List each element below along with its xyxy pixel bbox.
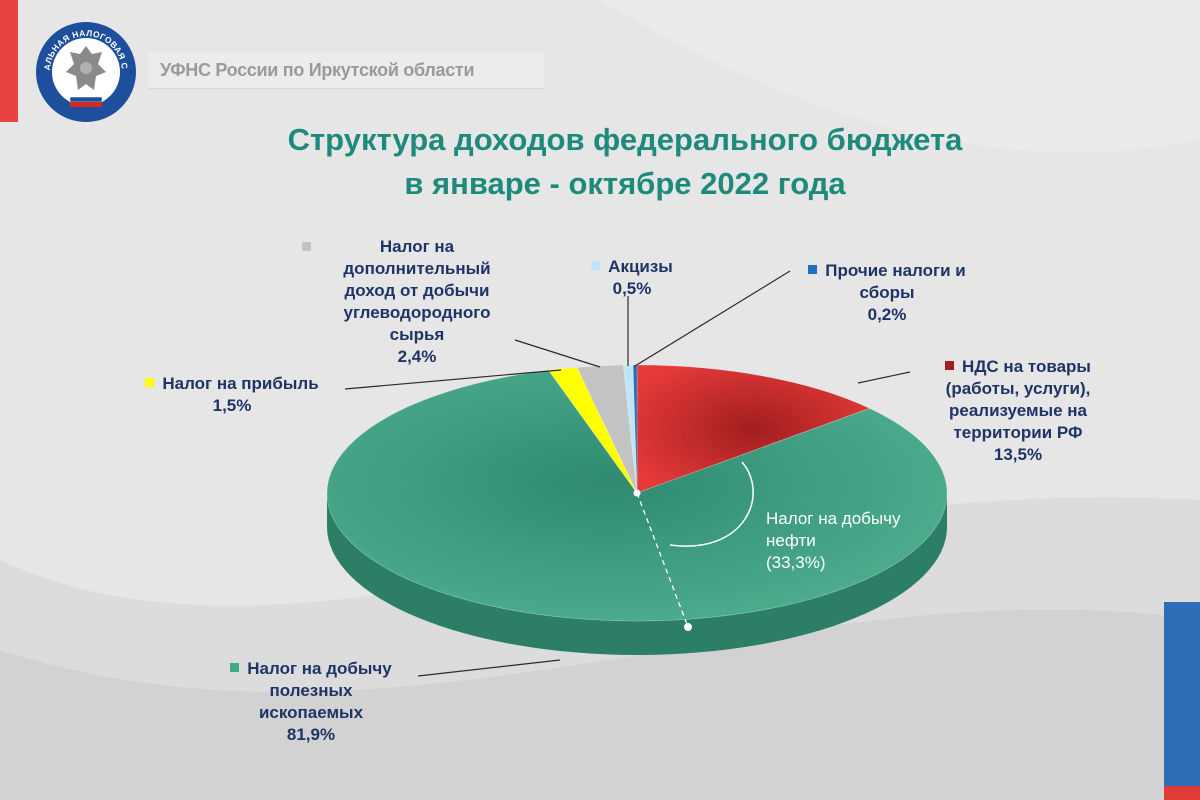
label-ndd-line3: доход от добычи	[344, 281, 490, 300]
pie-slice-0	[636, 364, 871, 494]
leader-line-5	[417, 659, 561, 677]
label-pribyl-value: 1,5%	[212, 396, 252, 415]
oil-tax-divider	[636, 492, 689, 628]
label-ndd-value: 2,4%	[397, 347, 437, 366]
right-accent-bar-blue	[1164, 602, 1200, 800]
label-akcizy-name: Акцизы	[608, 257, 673, 276]
left-accent-bar	[0, 0, 18, 122]
label-nds-line4: территории РФ	[953, 423, 1083, 442]
legend-swatch-ndpi	[230, 663, 240, 672]
label-ndd: Налог на дополнительный доход от добычи …	[292, 236, 542, 368]
leader-line-3	[857, 371, 911, 384]
pie-side-1-0	[327, 493, 947, 655]
label-ndd-line5: сырья	[389, 325, 445, 344]
label-nds-value: 13,5%	[993, 445, 1043, 464]
label-nds-line1: НДС на товары	[962, 357, 1091, 376]
annotation-oil-tax: Налог на добычу нефти (33,3%)	[766, 508, 900, 574]
label-ndd-line1: Налог на	[379, 237, 455, 256]
fns-emblem-icon: ФЕДЕРАЛЬНАЯ НАЛОГОВАЯ СЛУЖБА	[34, 20, 136, 122]
label-prochie-line1: Прочие налоги и	[825, 261, 966, 280]
chart-title-line1: Структура доходов федерального бюджета	[287, 122, 963, 157]
leader-line-4	[344, 369, 562, 390]
label-nds-line2: (работы, услуги),	[945, 379, 1091, 398]
label-nds: НДС на товары (работы, услуги), реализуе…	[905, 356, 1131, 466]
pie-slice-3	[576, 364, 638, 494]
chart-title: Структура доходов федерального бюджета в…	[150, 118, 1100, 206]
pie-center-dot	[633, 489, 641, 497]
label-ndpi: Налог на добычу полезных ископаемых 81,9…	[196, 658, 426, 746]
annotation-line3: (33,3%)	[766, 553, 826, 572]
label-ndd-line4: углеводородного	[343, 303, 491, 322]
label-akcizy-value: 0,5%	[612, 279, 652, 298]
oil-tax-arc	[669, 461, 754, 547]
label-prochie: Прочие налоги и сборы 0,2%	[782, 260, 992, 326]
oil-tax-end-dot	[684, 623, 692, 631]
header-bar: УФНС России по Иркутской области	[148, 52, 544, 89]
label-pribyl: Налог на прибыль 1,5%	[112, 373, 352, 417]
legend-swatch-nds	[945, 361, 955, 370]
pie-slice-2	[548, 367, 638, 494]
label-prochie-line2: сборы	[859, 283, 915, 302]
leader-line-0	[514, 339, 601, 368]
label-nds-line3: реализуемые на	[948, 401, 1088, 420]
label-prochie-value: 0,2%	[867, 305, 907, 324]
chart-title-line2: в январе - октябре 2022 года	[404, 166, 846, 201]
annotation-line2: нефти	[766, 531, 816, 550]
label-ndpi-line3: ископаемых	[258, 703, 364, 722]
right-accent-bar-red	[1164, 786, 1200, 800]
label-ndpi-line2: полезных	[269, 681, 353, 700]
org-name: УФНС России по Иркутской области	[160, 60, 475, 80]
legend-swatch-ndd	[302, 242, 311, 251]
label-ndpi-value: 81,9%	[286, 725, 336, 744]
label-ndd-line2: дополнительный	[343, 259, 491, 278]
label-ndpi-line1: Налог на добычу	[247, 659, 392, 678]
legend-swatch-prochie	[808, 265, 818, 274]
legend-swatch-pribyl	[145, 378, 155, 387]
label-akcizy: Акцизы 0,5%	[572, 256, 692, 300]
leader-line-2	[634, 270, 791, 367]
annotation-line1: Налог на добычу	[766, 509, 901, 528]
label-pribyl-name: Налог на прибыль	[162, 374, 319, 393]
legend-swatch-akcizy	[591, 261, 601, 270]
